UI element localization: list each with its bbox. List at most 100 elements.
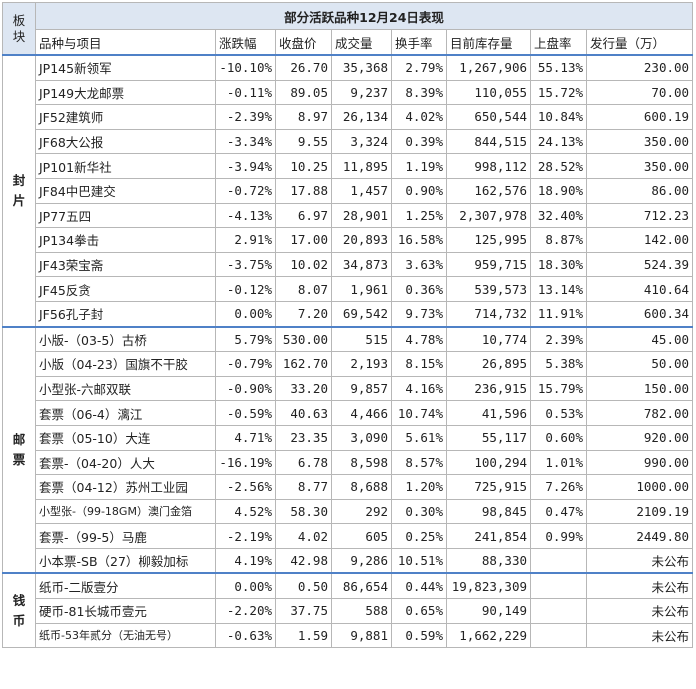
cell-issue: 45.00 [585,325,694,353]
cell-change: -0.12% [215,276,276,302]
cell-listing: 2.39% [530,325,587,353]
cell-turnover: 0.39% [391,128,447,155]
cell-stock: 162,576 [446,177,531,204]
table-row: JF84中巴建交 -0.72% 17.88 1,457 0.90% 162,576 18.9… [3,177,694,204]
cell-volume: 34,873 [331,251,392,278]
table-row: 小型张-（99-18GM）澳门金箔 4.52% 58.30 292 0.30% 98,84… [3,498,694,525]
cell-turnover: 0.36% [391,276,447,302]
cell-listing [530,547,587,574]
cell-name: JP101新华社 [35,153,216,179]
table-row: JP101新华社 -3.94% 10.25 11,895 1.19% 998,112 28.… [3,153,694,179]
table-row: 小本票-SB（27）柳毅加标 4.19% 42.98 9,286 10.51% 88,33… [3,547,694,574]
table-row: JF45反贪 -0.12% 8.07 1,961 0.36% 539,573 13.14% 4… [3,276,694,302]
section-label: 封片 [2,54,36,328]
cell-volume: 605 [331,523,392,549]
cell-stock: 100,294 [446,449,531,476]
cell-volume: 515 [331,325,392,353]
cell-turnover: 0.44% [391,572,447,600]
cell-volume: 20,893 [331,227,392,253]
cell-turnover: 8.15% [391,351,447,377]
stock-table: 板块 部分活跃品种12月24日表现 品种与项目 涨跌幅 收盘价 成交量 换手率 … [2,2,694,649]
cell-close: 89.05 [275,79,332,106]
cell-stock: 998,112 [446,153,531,179]
cell-turnover: 2.79% [391,53,447,81]
cell-change: 5.79% [215,325,276,353]
cell-volume: 292 [331,498,392,525]
header-stock: 目前库存量 [446,29,531,56]
cell-volume: 11,895 [331,153,392,179]
cell-listing [530,622,587,649]
cell-turnover: 8.39% [391,79,447,106]
cell-name: 纸币-二版壹分 [35,572,216,600]
cell-listing: 55.13% [530,53,587,81]
cell-change: 2.91% [215,227,276,253]
cell-change: -0.11% [215,79,276,106]
cell-issue: 782.00 [585,400,694,426]
cell-volume: 9,286 [331,547,392,574]
cell-close: 37.75 [275,598,332,624]
cell-change: -0.90% [215,375,276,402]
cell-change: -4.13% [215,202,276,229]
cell-change: 0.00% [215,300,276,328]
cell-volume: 4,466 [331,400,392,426]
cell-turnover: 8.57% [391,449,447,476]
cell-listing: 11.91% [530,300,587,328]
cell-stock: 98,845 [446,498,531,525]
cell-name: 套票-（99-5）马鹿 [35,523,216,549]
table-row: 硬币-81长城币壹元 -2.20% 37.75 588 0.65% 90,149 未公布 [3,598,694,624]
cell-issue: 未公布 [585,572,694,600]
cell-stock: 2,307,978 [446,202,531,229]
cell-stock: 241,854 [446,523,531,549]
cell-volume: 9,857 [331,375,392,402]
cell-listing: 32.40% [530,202,587,229]
cell-turnover: 0.25% [391,523,447,549]
cell-name: JF84中巴建交 [35,177,216,204]
cell-listing: 15.79% [530,375,587,402]
cell-change: 0.00% [215,572,276,600]
cell-stock: 844,515 [446,128,531,155]
table-row: JP149大龙邮票 -0.11% 89.05 9,237 8.39% 110,055 15.… [3,79,694,106]
cell-volume: 9,237 [331,79,392,106]
cell-turnover: 0.59% [391,622,447,649]
cell-name: 套票（05-10）大连 [35,424,216,451]
cell-turnover: 1.20% [391,474,447,500]
cell-name: 套票（04-12）苏州工业园 [35,474,216,500]
table-row: 套票（04-12）苏州工业园 -2.56% 8.77 8,688 1.20% 725,91… [3,474,694,500]
cell-change: -3.34% [215,128,276,155]
cell-close: 10.02 [275,251,332,278]
header-volume: 成交量 [331,29,392,56]
cell-close: 40.63 [275,400,332,426]
cell-volume: 3,090 [331,424,392,451]
cell-listing: 10.84% [530,104,587,130]
cell-listing: 0.53% [530,400,587,426]
cell-change: 4.19% [215,547,276,574]
cell-change: -2.56% [215,474,276,500]
cell-stock: 110,055 [446,79,531,106]
cell-listing [530,598,587,624]
cell-turnover: 4.02% [391,104,447,130]
cell-stock: 19,823,309 [446,572,531,600]
cell-change: 4.71% [215,424,276,451]
cell-stock: 90,149 [446,598,531,624]
cell-name: JP149大龙邮票 [35,79,216,106]
cell-issue: 1000.00 [585,474,694,500]
cell-turnover: 1.19% [391,153,447,179]
cell-name: 小型张-六邮双联 [35,375,216,402]
cell-issue: 410.64 [585,276,694,302]
cell-close: 33.20 [275,375,332,402]
cell-stock: 959,715 [446,251,531,278]
cell-change: 4.52% [215,498,276,525]
cell-volume: 1,961 [331,276,392,302]
table-row: 封片 JP145新领军 -10.10% 26.70 35,368 2.79% 1,267,9… [2,53,694,328]
table-row: 小型张-六邮双联 -0.90% 33.20 9,857 4.16% 236,915 15.7… [3,375,694,402]
cell-stock: 725,915 [446,474,531,500]
cell-change: -0.72% [215,177,276,204]
cell-close: 17.88 [275,177,332,204]
cell-close: 162.70 [275,351,332,377]
cell-turnover: 10.74% [391,400,447,426]
cell-issue: 142.00 [585,227,694,253]
cell-name: 纸币-53年贰分（无油无号） [35,622,216,649]
cell-issue: 600.19 [585,104,694,130]
cell-change: -16.19% [215,449,276,476]
cell-volume: 2,193 [331,351,392,377]
